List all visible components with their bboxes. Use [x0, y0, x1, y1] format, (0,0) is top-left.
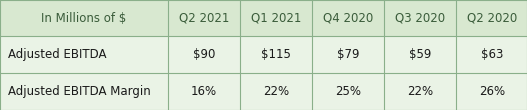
Text: $59: $59 — [409, 48, 431, 61]
Text: Q4 2020: Q4 2020 — [323, 12, 373, 25]
Text: 25%: 25% — [335, 85, 361, 98]
Text: $79: $79 — [337, 48, 359, 61]
Text: Adjusted EBITDA: Adjusted EBITDA — [8, 48, 106, 61]
Text: In Millions of $: In Millions of $ — [42, 12, 126, 25]
Text: 22%: 22% — [407, 85, 433, 98]
Bar — [0, 73, 527, 110]
Bar — [0, 0, 527, 36]
Text: $90: $90 — [193, 48, 215, 61]
Text: 16%: 16% — [191, 85, 217, 98]
Text: Q1 2021: Q1 2021 — [251, 12, 301, 25]
Text: 22%: 22% — [263, 85, 289, 98]
Text: Q2 2021: Q2 2021 — [179, 12, 229, 25]
Text: $115: $115 — [261, 48, 291, 61]
Text: Adjusted EBITDA Margin: Adjusted EBITDA Margin — [8, 85, 151, 98]
Text: $63: $63 — [481, 48, 503, 61]
Bar — [0, 36, 527, 73]
Text: Q3 2020: Q3 2020 — [395, 12, 445, 25]
Text: 26%: 26% — [479, 85, 505, 98]
Text: Q2 2020: Q2 2020 — [467, 12, 517, 25]
